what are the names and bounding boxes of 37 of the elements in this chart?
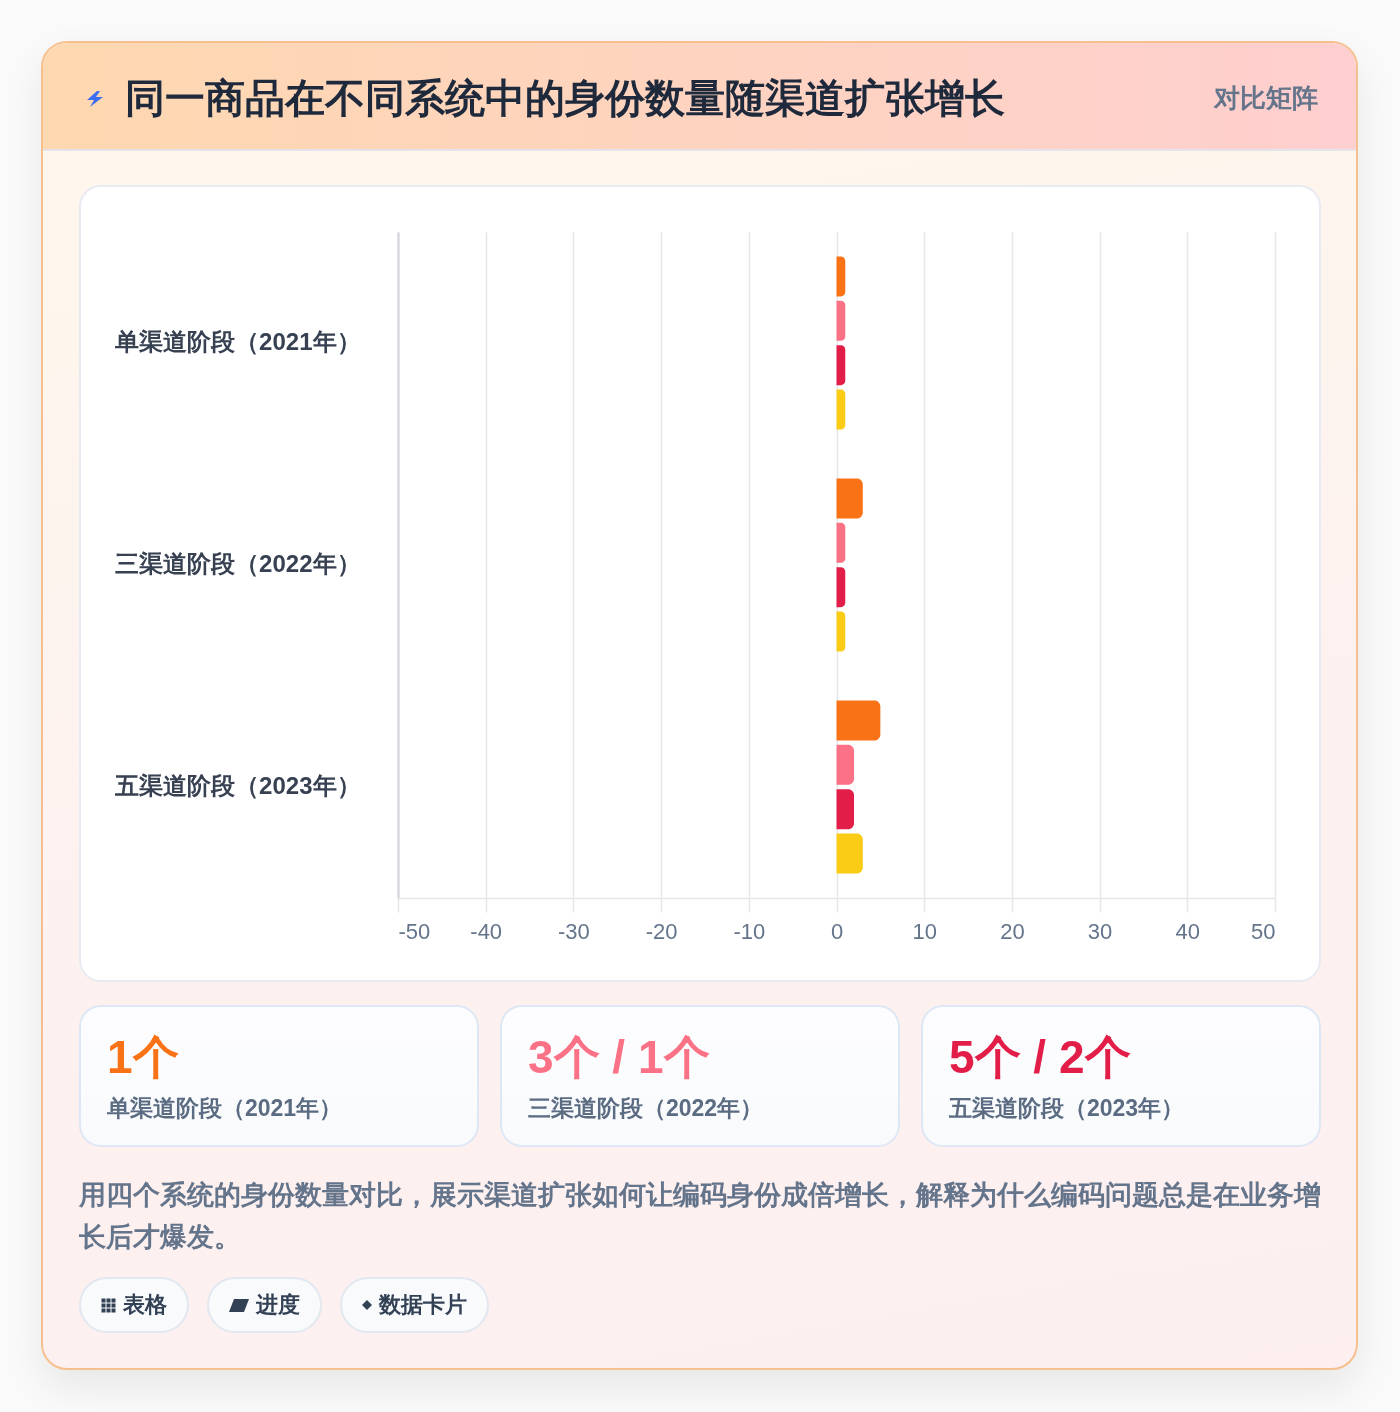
text: 五渠道阶段（2023年）	[949, 1094, 1186, 1123]
x-tick-label: -50	[398, 918, 431, 944]
y-tick-label: 三渠道阶段（2022年）	[115, 550, 361, 577]
bar	[836, 833, 863, 874]
x-tick-label: -20	[645, 918, 678, 944]
x-tick-label: 20	[1000, 918, 1025, 944]
text: 5个 / 2个	[949, 1031, 1132, 1083]
x-tick-label: -30	[558, 918, 590, 944]
text: 用四个系统的身份数量对比，展示渠道扩张如何让编码身份成倍增长，解释为什么编码问题总是在业务增长后才爆发。	[79, 1179, 1321, 1254]
bar	[836, 611, 846, 652]
bar	[836, 478, 863, 519]
bar	[836, 700, 881, 741]
text: 三渠道阶段（2022年）	[528, 1094, 765, 1123]
bar	[836, 522, 846, 563]
chart-title: 同一商品在不同系统中的身份数量随渠道扩张增长	[125, 76, 1005, 120]
x-tick-label: -10	[733, 918, 766, 944]
bar	[836, 789, 855, 830]
bar	[836, 345, 846, 386]
chart-subtitle: 对比矩阵	[1214, 83, 1318, 113]
text: 表格	[123, 1291, 167, 1319]
x-tick-label: 50	[1251, 918, 1276, 944]
x-tick-label: -40	[470, 918, 503, 944]
bar	[836, 567, 846, 608]
y-tick-label: 五渠道阶段（2023年）	[114, 772, 361, 799]
bar	[836, 256, 846, 297]
x-tick-label: 30	[1087, 918, 1113, 944]
x-tick-label: 0	[830, 918, 844, 944]
y-tick-label: 单渠道阶段（2021年）	[114, 328, 361, 355]
text: 1个	[107, 1031, 180, 1083]
bar	[836, 300, 846, 341]
text: 进度	[256, 1291, 300, 1319]
bar	[836, 389, 846, 430]
text: 数据卡片	[379, 1291, 467, 1319]
text: 3个 / 1个	[528, 1031, 711, 1083]
x-tick-label: 10	[912, 918, 937, 944]
x-tick-label: 40	[1175, 918, 1201, 944]
bar	[836, 744, 855, 785]
